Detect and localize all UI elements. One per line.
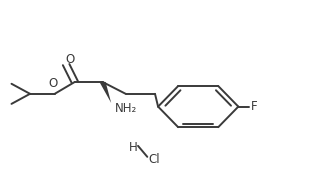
Text: O: O	[48, 77, 57, 90]
Text: F: F	[251, 100, 257, 113]
Text: NH₂: NH₂	[115, 102, 137, 115]
Text: Cl: Cl	[149, 153, 161, 166]
Polygon shape	[100, 82, 111, 103]
Text: O: O	[65, 53, 75, 66]
Text: H: H	[129, 141, 138, 154]
